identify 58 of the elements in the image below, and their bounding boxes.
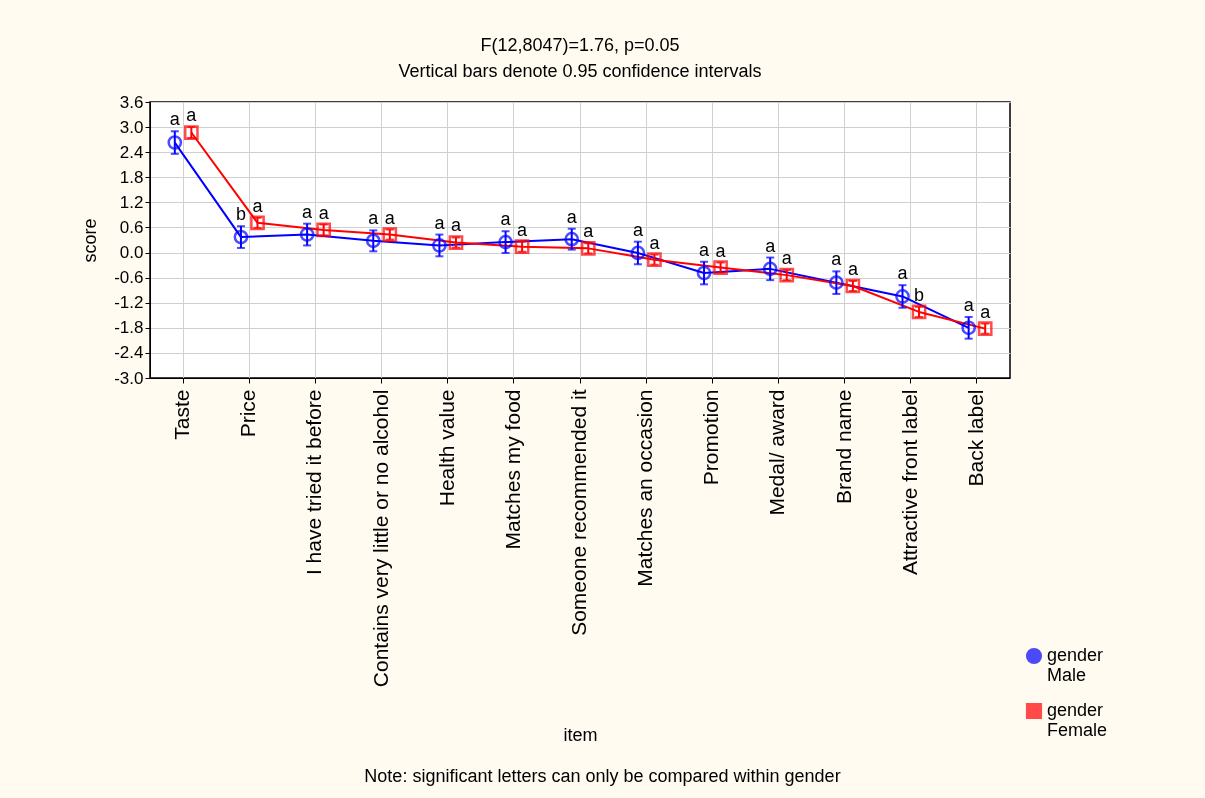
data-label: a <box>847 258 859 279</box>
data-label: a <box>252 195 264 216</box>
y-tick-label: 0.6 <box>119 217 144 237</box>
y-tick-label: -1.8 <box>114 318 144 338</box>
y-axis-title: score <box>80 218 101 263</box>
y-tick-label: 0.0 <box>119 243 144 263</box>
data-label: a <box>434 212 446 233</box>
y-tick-label: -1.2 <box>114 293 144 313</box>
chart-subtitle: Vertical bars denote 0.95 confidence intervals <box>398 61 762 81</box>
x-tick-label: Health value <box>434 389 458 507</box>
x-tick-label: Matches an occasion <box>633 389 657 587</box>
data-label: a <box>781 248 793 269</box>
x-tick-label: Taste <box>170 389 194 440</box>
data-label: a <box>450 215 462 236</box>
x-tick-label: Brand name <box>831 389 855 504</box>
data-label: a <box>715 240 727 261</box>
data-label: a <box>980 301 992 322</box>
legend-label: gender Male <box>1047 645 1104 685</box>
x-tick-label: Attractive front label <box>897 389 921 576</box>
data-label: a <box>368 208 380 229</box>
y-tick-label: 3.6 <box>119 92 144 112</box>
data-label: a <box>831 249 843 270</box>
x-tick-label: Back label <box>963 389 987 487</box>
data-label: a <box>632 219 644 240</box>
data-label: a <box>384 207 396 228</box>
x-tick-label: Contains very little or no alcohol <box>368 389 392 688</box>
data-label: a <box>169 109 181 130</box>
y-tick-label: 1.2 <box>119 192 144 212</box>
x-tick-label: I have tried it before <box>302 389 326 576</box>
data-label: a <box>765 235 777 256</box>
legend-label: gender Female <box>1047 700 1108 740</box>
y-tick-label: -0.6 <box>114 268 144 288</box>
data-label: b <box>914 284 925 305</box>
data-label: b <box>235 204 246 225</box>
x-tick-label: Someone recommended it <box>567 389 590 636</box>
data-label: a <box>963 294 975 315</box>
x-tick-label: Promotion <box>699 389 723 486</box>
x-tick-label: Medal/ award <box>765 389 789 516</box>
x-axis-title: item <box>563 724 598 745</box>
chart-title: F(12,8047)=1.76, p=0.05 <box>480 35 680 55</box>
data-label: a <box>186 105 198 126</box>
y-tick-label: -2.4 <box>114 343 144 363</box>
x-tick-label: Matches my food <box>500 389 524 550</box>
y-tick-label: 1.8 <box>119 167 144 187</box>
y-tick-label: 3.0 <box>119 117 144 137</box>
data-label: a <box>302 201 314 222</box>
data-label: a <box>583 221 595 242</box>
data-label: a <box>500 209 512 230</box>
data-label: a <box>566 206 578 227</box>
y-tick-label: 2.4 <box>119 142 144 162</box>
data-label: a <box>517 219 529 240</box>
x-tick-label: Price <box>236 389 260 438</box>
text: Note: significant letters can only be compared within gender <box>363 766 842 787</box>
data-label: a <box>318 202 330 223</box>
data-label: a <box>699 239 711 260</box>
data-label: a <box>649 232 661 253</box>
y-tick-label: -3.0 <box>114 368 144 388</box>
data-label: a <box>897 263 909 284</box>
